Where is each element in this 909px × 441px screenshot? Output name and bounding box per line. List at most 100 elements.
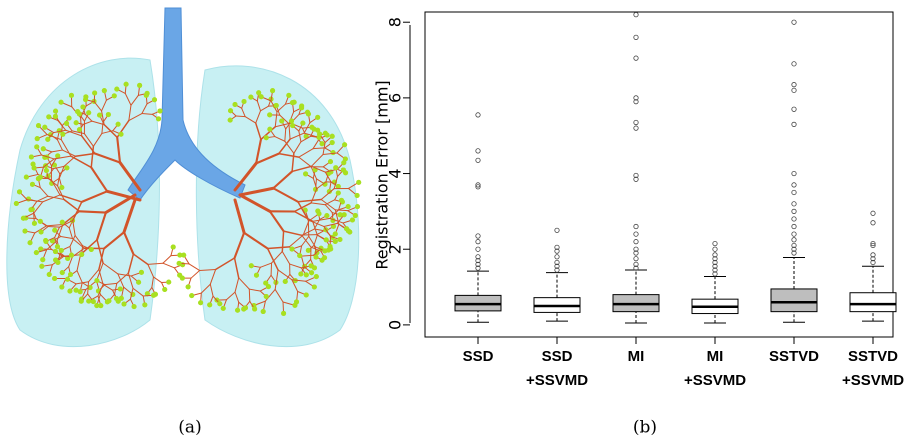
airway-segment <box>293 202 312 213</box>
airway-node <box>43 238 49 244</box>
airway-node <box>28 154 34 160</box>
y-tick-label: 2 <box>386 244 405 254</box>
airway-node <box>64 120 70 126</box>
airway-branches <box>13 81 362 316</box>
airway-segment <box>87 281 90 295</box>
airway-segment <box>47 226 60 228</box>
airway-segment <box>288 234 304 248</box>
airway-node <box>176 260 182 266</box>
x-tick-label: MI <box>628 348 645 365</box>
airway-segment <box>141 103 148 115</box>
airway-node <box>282 278 288 284</box>
airway-segment <box>162 262 175 269</box>
airway-segment <box>254 122 262 141</box>
airway-segment <box>60 139 72 157</box>
outlier <box>554 254 560 260</box>
trachea <box>127 7 246 201</box>
airway-node <box>270 88 276 94</box>
airway-node <box>34 136 40 142</box>
airway-segment <box>288 123 291 140</box>
airway-node <box>166 279 172 285</box>
outlier <box>712 267 718 273</box>
airway-segment <box>300 255 305 268</box>
airway-segment <box>310 202 326 206</box>
airway-node <box>78 298 84 304</box>
airway-node <box>16 189 22 195</box>
airway-node <box>36 123 42 129</box>
airway-segment <box>101 110 105 126</box>
airway-segment <box>129 287 134 300</box>
airway-segment <box>69 235 76 247</box>
airway-segment <box>266 246 291 250</box>
airway-node <box>65 255 71 261</box>
airway-node <box>341 160 347 166</box>
airway-segment <box>42 158 55 168</box>
airway-node <box>68 252 74 258</box>
airway-node <box>38 229 44 235</box>
outlier <box>633 176 639 182</box>
airway-node <box>207 302 213 308</box>
airway-node <box>303 171 309 177</box>
airway-segment <box>132 253 149 266</box>
airway-node <box>67 288 73 294</box>
airway-segment <box>289 132 305 140</box>
outlier <box>791 170 797 177</box>
outlier <box>554 263 560 269</box>
airway-segment <box>45 223 64 227</box>
outlier <box>475 112 481 118</box>
airway-segment <box>281 250 291 265</box>
airway-node <box>52 113 58 119</box>
plot-frame <box>424 11 894 338</box>
airway-node <box>217 301 223 307</box>
airway-segment <box>307 219 325 227</box>
airway-node <box>313 274 319 280</box>
airway-node <box>332 239 338 245</box>
airway-segment <box>58 220 74 228</box>
airway-node <box>144 291 150 297</box>
outlier <box>633 119 639 126</box>
airway-segment <box>259 262 273 268</box>
airway-segment <box>298 148 314 158</box>
airway-node <box>286 92 292 98</box>
airway-node <box>298 271 304 277</box>
airway-node <box>59 284 65 290</box>
airway-segment <box>190 269 201 279</box>
airway-segment <box>333 176 339 190</box>
airway-node <box>181 252 187 258</box>
airway-segment <box>291 279 307 282</box>
airway-segment <box>101 99 107 112</box>
airway-segment <box>289 263 302 269</box>
airway-node <box>53 108 59 114</box>
airway-node <box>315 114 321 120</box>
airway-node <box>34 144 40 150</box>
airway-node <box>322 248 328 254</box>
outlier <box>870 256 876 262</box>
airway-segment <box>329 217 344 224</box>
airway-node <box>136 279 142 285</box>
airway-segment <box>162 255 172 264</box>
airway-segment <box>238 277 250 290</box>
airway-segment <box>272 170 294 190</box>
airway-segment <box>188 263 201 271</box>
airway-segment <box>238 193 272 213</box>
outlier <box>554 244 560 250</box>
airway-node <box>253 272 259 278</box>
airway-segment <box>47 195 65 201</box>
airway-node <box>303 272 309 278</box>
airway-node <box>152 97 158 103</box>
airway-node <box>232 102 238 108</box>
airway-segment <box>233 198 246 235</box>
airway-segment <box>74 235 84 247</box>
x-tick-label: SSD <box>463 348 494 365</box>
outlier <box>712 246 718 252</box>
airway-segment <box>209 269 217 285</box>
airway-segment <box>297 201 310 221</box>
airway-node <box>138 269 144 275</box>
airway-segment <box>122 231 135 256</box>
airway-node <box>76 111 82 117</box>
airway-node <box>300 120 306 126</box>
outlier <box>791 182 797 188</box>
outlier <box>870 210 876 216</box>
airway-segment <box>105 189 142 202</box>
